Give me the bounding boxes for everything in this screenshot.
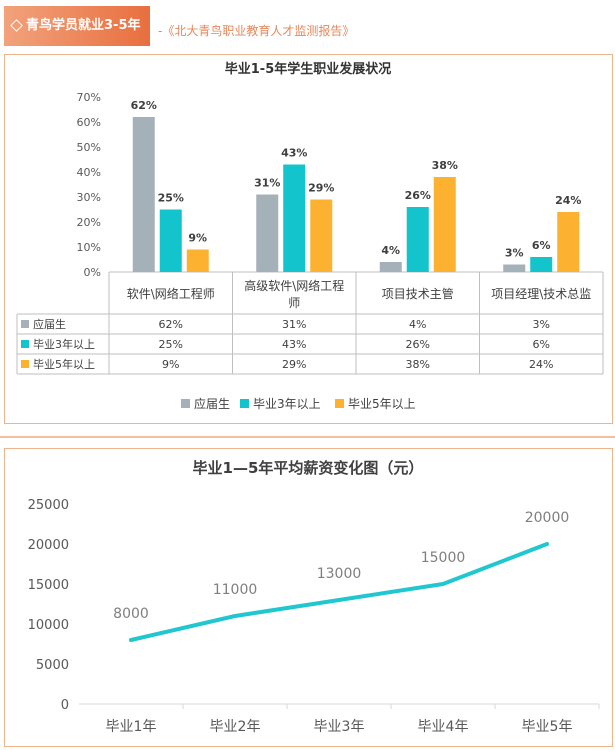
- y-tick-label: 5000: [36, 658, 69, 673]
- bar: [530, 257, 553, 272]
- section-tag-label: 青鸟学员就业3-5年: [26, 18, 141, 33]
- y-tick-label: 10000: [28, 618, 69, 633]
- table-cell: 31%: [282, 318, 306, 331]
- table-cell: 9%: [162, 358, 179, 371]
- bar-data-label: 24%: [555, 194, 581, 207]
- y-tick-label: 70%: [77, 91, 101, 104]
- table-series-name: 毕业3年以上: [33, 337, 95, 351]
- bar: [310, 199, 333, 272]
- bar-data-label: 25%: [158, 192, 184, 205]
- legend-key: [335, 399, 344, 408]
- bar: [503, 264, 526, 272]
- y-tick-label: 20000: [28, 538, 69, 553]
- table-cell: 6%: [533, 338, 550, 351]
- x-tick-label: 毕业4年: [418, 719, 469, 735]
- table-cell: 29%: [282, 358, 306, 371]
- y-tick-label: 25000: [28, 498, 69, 513]
- x-tick-label: 毕业3年: [314, 719, 365, 735]
- career-chart-panel: 毕业1-5年学生职业发展状况 0% 10% 20% 30% 40% 50% 60% 70% 62%…: [4, 54, 613, 424]
- x-tick-label: 毕业2年: [210, 719, 261, 735]
- bar-data-label: 31%: [254, 177, 280, 190]
- bar-data-label: 62%: [131, 99, 157, 112]
- data-label: 11000: [213, 582, 258, 598]
- bar: [256, 194, 279, 272]
- category-label: 师: [288, 296, 300, 310]
- bar-data-label: 6%: [532, 239, 551, 252]
- legend-label: 应届生: [194, 396, 230, 411]
- legend-label: 毕业3年以上: [253, 397, 321, 411]
- table-cell: 3%: [533, 318, 550, 331]
- x-tick-label: 毕业5年: [522, 719, 573, 735]
- bar: [433, 177, 456, 272]
- y-tick-label: 0%: [84, 266, 101, 279]
- category-label: 项目经理\技术总监: [491, 287, 591, 301]
- y-tick-label: 0: [61, 698, 69, 713]
- data-label: 20000: [525, 510, 570, 526]
- y-tick-label: 20%: [77, 216, 101, 229]
- data-label: 15000: [421, 550, 466, 566]
- chart-title: 毕业1-5年学生职业发展状况: [225, 61, 392, 77]
- bar-data-label: 26%: [405, 189, 431, 202]
- table-legend-key: [21, 320, 29, 328]
- bar: [406, 207, 429, 272]
- category-label: 项目技术主管: [382, 286, 454, 301]
- y-tick-label: 50%: [77, 141, 101, 154]
- bar-data-label: 3%: [505, 247, 524, 260]
- table-legend-key: [21, 340, 29, 348]
- bar: [557, 212, 580, 272]
- section-tag: 青鸟学员就业3-5年: [4, 6, 150, 46]
- table-cell: 43%: [282, 338, 306, 351]
- data-label: 13000: [317, 566, 362, 582]
- legend-key: [181, 399, 190, 408]
- table-cell: 38%: [406, 358, 430, 371]
- y-tick-label: 10%: [77, 241, 101, 254]
- table-cell: 25%: [159, 338, 183, 351]
- series-line: [129, 542, 549, 642]
- data-label: 8000: [113, 606, 149, 622]
- y-tick-label: 60%: [77, 116, 101, 129]
- bar-data-label: 9%: [188, 232, 207, 245]
- bar: [159, 209, 182, 272]
- table-legend-key: [21, 360, 29, 368]
- career-bar-chart: 毕业1-5年学生职业发展状况 0% 10% 20% 30% 40% 50% 60% 70% 62%…: [16, 61, 604, 411]
- y-tick-label: 30%: [77, 191, 101, 204]
- table-cell: 26%: [406, 338, 430, 351]
- diamond-icon: [10, 19, 23, 32]
- x-tick-label: 毕业1年: [106, 719, 157, 735]
- bar: [132, 117, 155, 272]
- table-cell: 24%: [529, 358, 553, 371]
- table-cell: 62%: [159, 318, 183, 331]
- bar-data-label: 38%: [432, 159, 458, 172]
- bar-data-label: 29%: [308, 182, 334, 195]
- bar: [283, 164, 306, 272]
- bar: [379, 262, 402, 272]
- table-series-name: 毕业5年以上: [33, 357, 95, 371]
- category-label: 软件\网络工程师: [127, 286, 215, 301]
- section-divider: [0, 436, 615, 438]
- bar: [186, 249, 209, 272]
- salary-line-chart: 毕业1—5年平均薪资变化图（元） 0 5000 10000 15000 20000 2500…: [28, 459, 600, 735]
- y-tick-label: 40%: [77, 166, 101, 179]
- legend-key: [240, 399, 249, 408]
- source-citation: -《北大青鸟职业教育人才监测报告》: [158, 24, 355, 38]
- y-tick-label: 15000: [28, 578, 69, 593]
- table-series-name: 应届生: [33, 317, 66, 331]
- legend-label: 毕业5年以上: [348, 397, 416, 411]
- salary-chart-panel: 毕业1—5年平均薪资变化图（元） 0 5000 10000 15000 20000 2500…: [4, 448, 613, 747]
- table-cell: 4%: [409, 318, 426, 331]
- chart-title: 毕业1—5年平均薪资变化图（元）: [193, 459, 424, 477]
- category-label: 高级软件\网络工程: [244, 278, 344, 293]
- bar-data-label: 4%: [381, 244, 400, 257]
- bar-data-label: 43%: [281, 147, 307, 160]
